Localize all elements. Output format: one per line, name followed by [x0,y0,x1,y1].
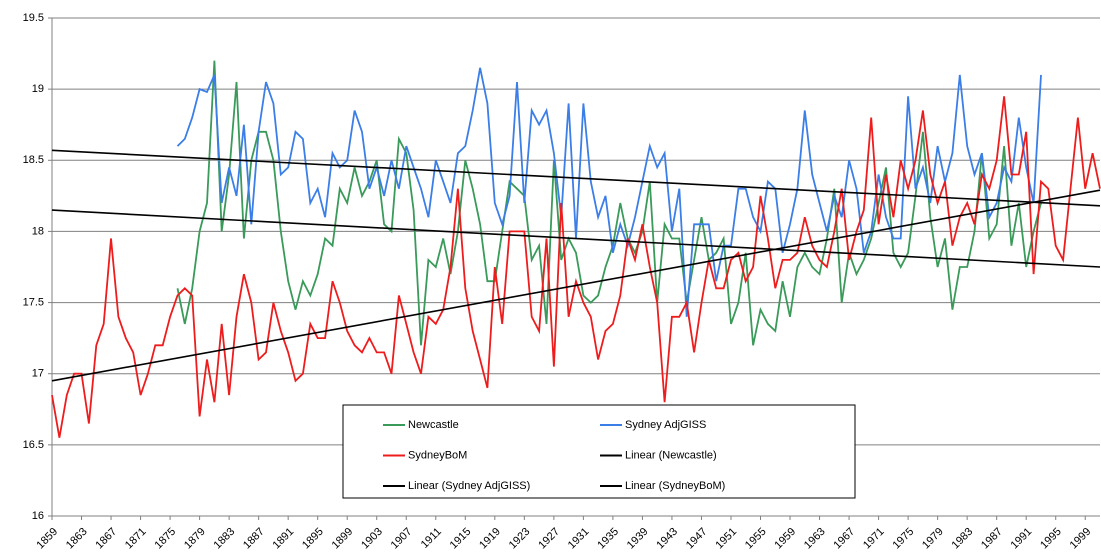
x-tick-label: 1987 [979,526,1005,552]
x-tick-label: 1923 [507,526,533,552]
x-tick-label: 1935 [595,526,621,552]
legend-label: Linear (Newcastle) [625,449,717,461]
x-tick-label: 1991 [1009,526,1035,552]
series-line [51,189,1101,382]
x-tick-label: 1883 [212,526,238,552]
x-tick-label: 1979 [920,526,946,552]
x-tick-label: 1895 [300,526,326,552]
y-tick-label: 17 [32,368,44,380]
x-tick-label: 1959 [772,526,798,552]
x-tick-label: 1995 [1038,526,1064,552]
series-line [51,96,1101,438]
x-tick-label: 1915 [448,526,474,552]
y-tick-label: 17.5 [23,296,44,308]
y-tick-label: 18 [32,225,44,237]
legend-label: Linear (Sydney AdjGISS) [408,480,530,492]
legend-label: Linear (SydneyBoM) [625,480,725,492]
x-tick-label: 1971 [861,526,887,552]
legend-label: SydneyBoM [408,449,467,461]
legend-label: Newcastle [408,419,459,431]
series-line [51,149,1101,207]
x-tick-label: 1863 [64,526,90,552]
y-tick-label: 16.5 [23,439,44,451]
y-tick-label: 19 [32,83,44,95]
x-tick-label: 1939 [625,526,651,552]
x-tick-label: 1875 [152,526,178,552]
legend [342,404,856,499]
series-line [176,60,1042,346]
x-tick-label: 1927 [536,526,562,552]
x-tick-label: 1967 [831,526,857,552]
x-tick-label: 1943 [654,526,680,552]
x-tick-label: 1983 [950,526,976,552]
x-tick-label: 1951 [713,526,739,552]
x-tick-label: 1879 [182,526,208,552]
x-tick-label: 1903 [359,526,385,552]
x-tick-label: 1887 [241,526,267,552]
x-tick-label: 1891 [271,526,297,552]
x-tick-label: 1947 [684,526,710,552]
series-line [51,209,1101,268]
x-tick-label: 1955 [743,526,769,552]
x-tick-label: 1999 [1068,526,1094,552]
legend-label: Sydney AdjGISS [625,419,706,431]
x-tick-label: 1963 [802,526,828,552]
x-tick-label: 1899 [330,526,356,552]
x-tick-label: 1975 [890,526,916,552]
x-tick-label: 1907 [389,526,415,552]
x-tick-label: 1867 [93,526,119,552]
x-tick-label: 1871 [123,526,149,552]
y-tick-label: 18.5 [23,154,44,166]
x-tick-label: 1919 [477,526,503,552]
y-tick-label: 16 [32,510,44,522]
x-tick-label: 1911 [419,526,444,551]
series-line [176,67,1042,317]
x-tick-label: 1859 [34,526,60,552]
y-tick-label: 19.5 [23,12,44,24]
x-tick-label: 1931 [566,526,592,552]
